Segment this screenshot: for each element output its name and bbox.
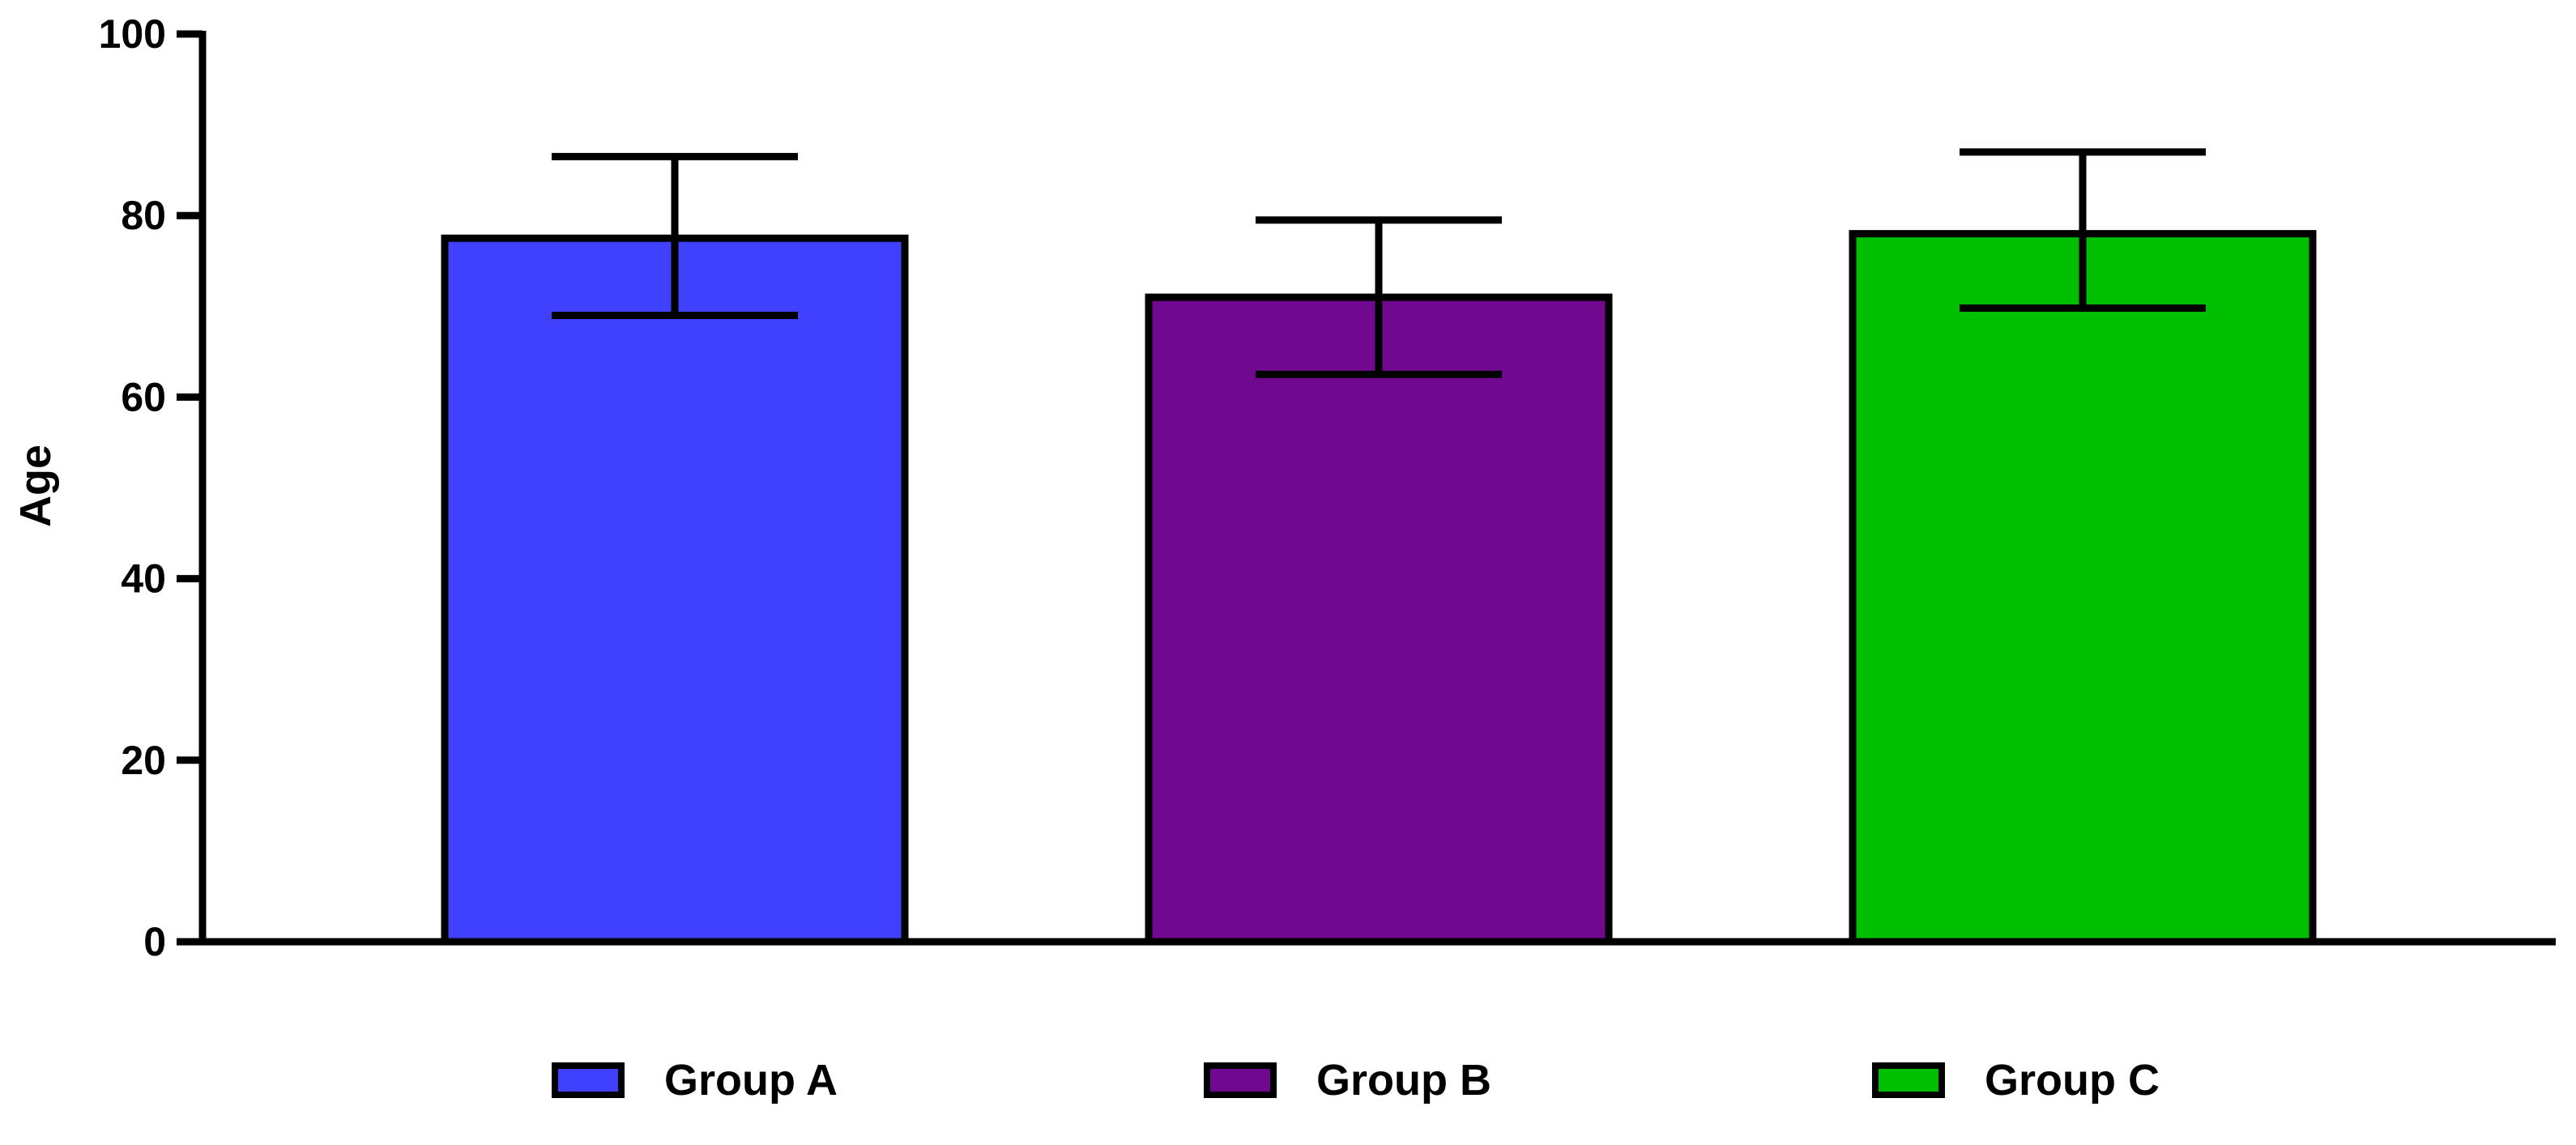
y-tick-label: 40 bbox=[121, 556, 166, 602]
legend-swatch bbox=[1872, 1062, 1945, 1098]
bars bbox=[441, 230, 2317, 946]
legend-label: Group A bbox=[664, 1056, 838, 1105]
legend-swatch bbox=[1204, 1062, 1277, 1098]
legend: Group A Group B Group C bbox=[552, 1056, 2160, 1105]
y-axis-ticks: 0 20 40 60 80 100 bbox=[99, 11, 203, 964]
legend-label: Group B bbox=[1316, 1056, 1491, 1105]
bar-group-b bbox=[1145, 293, 1613, 946]
legend-label: Group C bbox=[1985, 1056, 2160, 1105]
error-bars bbox=[552, 148, 2206, 378]
bar-group-c bbox=[1849, 230, 2317, 946]
bar-group-a bbox=[441, 234, 909, 946]
y-tick-label: 100 bbox=[99, 11, 166, 57]
y-tick-label: 80 bbox=[121, 193, 166, 238]
legend-swatch bbox=[552, 1062, 625, 1098]
y-tick-label: 0 bbox=[143, 919, 166, 964]
y-tick-label: 60 bbox=[121, 374, 166, 419]
y-axis-title: Age bbox=[11, 445, 60, 527]
y-tick-label: 20 bbox=[121, 738, 166, 783]
